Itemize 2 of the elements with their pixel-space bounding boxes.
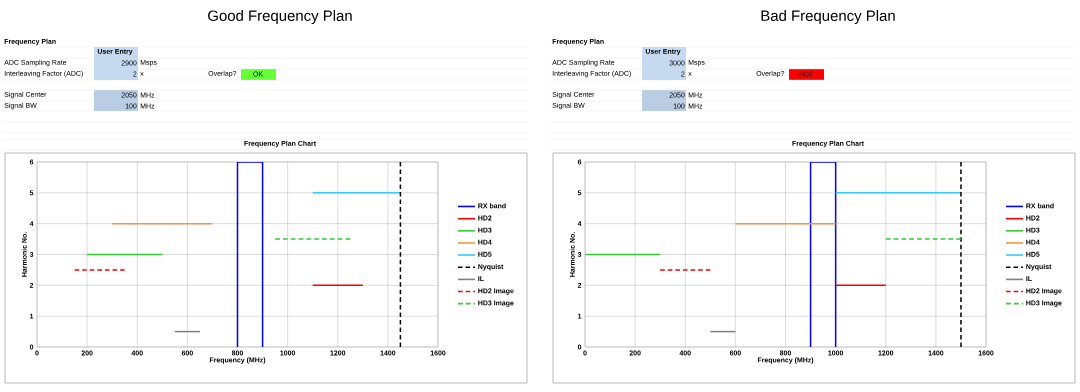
chart-title: Bad Frequency Plan	[761, 10, 895, 24]
chart-title: Good Frequency Plan	[208, 10, 352, 24]
